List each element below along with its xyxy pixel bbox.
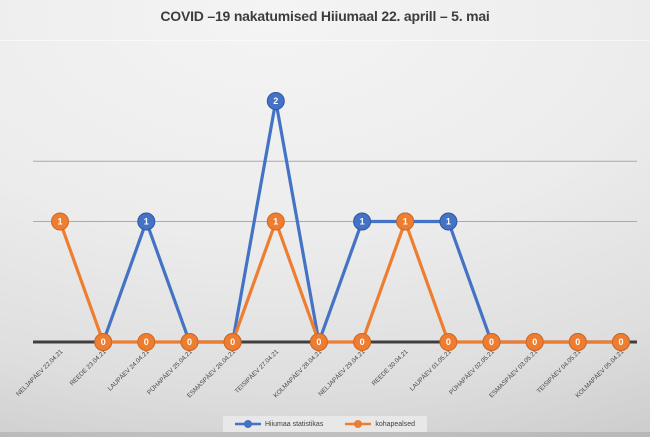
data-point-marker — [137, 333, 156, 351]
x-tick-label: TEISIPÄEV 27.04.21 — [233, 347, 281, 395]
data-point-marker — [568, 333, 587, 351]
x-tick-label: REEDE 23.04.21 — [69, 348, 108, 387]
data-point-marker — [94, 333, 113, 351]
data-point-label: 2 — [273, 96, 278, 106]
x-tick-label: LAUPÄEV 01.05.21 — [408, 347, 453, 392]
data-point-marker — [439, 212, 458, 231]
legend: Hiiumaa statistikas kohapealsed — [222, 416, 428, 432]
chart-title: COVID –19 nakatumised Hiiumaal 22. april… — [160, 8, 490, 24]
data-point-marker — [353, 212, 372, 231]
data-point-label: 1 — [446, 217, 451, 227]
x-tick-label: NELJAPÄEV 29.04.21 — [317, 347, 367, 397]
data-point-label: 0 — [144, 337, 149, 347]
legend-item-hiiumaa-statistikas: Hiiumaa statistikas — [234, 419, 324, 429]
data-point-label: 0 — [101, 337, 106, 347]
x-tick-label: TEISIPÄEV 04.05.21 — [535, 347, 583, 395]
data-point-label: 1 — [273, 217, 278, 227]
x-tick-label: PÜHAPÄEV 02.05.21 — [447, 347, 496, 396]
data-point-marker — [396, 212, 415, 231]
data-point-label: 0 — [230, 337, 235, 347]
data-point-label: 0 — [618, 337, 623, 347]
data-point-label: 0 — [187, 337, 192, 347]
data-point-marker — [223, 333, 242, 351]
data-point-label: 1 — [144, 217, 149, 227]
x-tick-label: ESMASPÄEV 26.04.21 — [185, 347, 237, 399]
x-tick-label: REEDE 30.04.21 — [371, 348, 410, 387]
data-point-label: 0 — [489, 337, 494, 347]
blue-line-marker-icon — [234, 420, 261, 428]
data-point-marker — [439, 333, 458, 351]
data-point-marker — [482, 333, 501, 351]
x-tick-label: KOLMAPÄEV 28.04.21 — [272, 347, 324, 399]
data-point-marker — [525, 333, 544, 351]
x-tick-label: PÜHAPÄEV 25.04.21 — [145, 347, 194, 396]
data-point-label: 0 — [446, 337, 451, 347]
orange-line-marker-icon — [345, 420, 372, 428]
data-point-label: 0 — [575, 337, 580, 347]
legend-label: Hiiumaa statistikas — [264, 420, 324, 428]
data-point-label: 0 — [532, 337, 537, 347]
data-point-marker — [266, 212, 285, 231]
x-tick-label: NELJAPÄEV 22.04.21 — [14, 347, 64, 397]
data-point-marker — [180, 333, 199, 351]
data-point-label: 0 — [316, 337, 321, 347]
data-point-marker — [309, 333, 328, 351]
data-point-marker — [51, 212, 69, 231]
data-point-label: 1 — [403, 217, 408, 227]
data-point-label: 1 — [360, 217, 365, 227]
data-point-marker — [353, 333, 372, 351]
title-divider — [0, 40, 650, 41]
legend-label: kohapealsed — [375, 420, 416, 428]
x-tick-label: ESMASPÄEV 03.05.21 — [487, 347, 539, 399]
legend-item-kohapealsed: kohapealsed — [345, 419, 415, 429]
data-point-label: 1 — [57, 217, 62, 227]
data-point-marker — [612, 333, 630, 351]
x-tick-label: LAUPÄEV 24.04.21 — [106, 347, 151, 392]
x-tick-label: KOLMAPÄEV 05.04.21 — [574, 347, 626, 399]
data-point-marker — [137, 212, 156, 231]
data-point-label: 0 — [360, 337, 365, 347]
data-point-marker — [266, 92, 285, 110]
